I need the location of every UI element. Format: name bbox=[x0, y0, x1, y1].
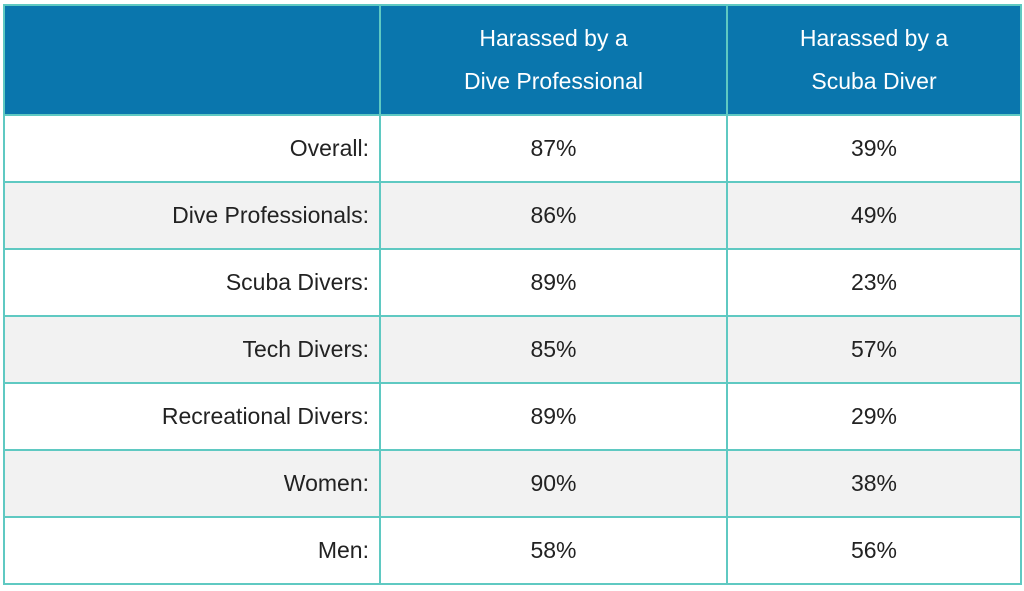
dive-professional-value-cell: 58% bbox=[379, 516, 728, 585]
table-row: Tech Divers: 85% 57% bbox=[3, 315, 1022, 384]
row-label-cell: Dive Professionals: bbox=[3, 181, 381, 250]
dive-professional-value-cell: 89% bbox=[379, 248, 728, 317]
scuba-diver-value-cell: 29% bbox=[726, 382, 1022, 451]
table-row: Dive Professionals: 86% 49% bbox=[3, 181, 1022, 250]
scuba-diver-value-cell: 38% bbox=[726, 449, 1022, 518]
table-row: Scuba Divers: 89% 23% bbox=[3, 248, 1022, 317]
harassment-survey-table: Harassed by a Dive Professional Harassed… bbox=[3, 4, 1022, 585]
row-label-cell: Overall: bbox=[3, 114, 381, 183]
scuba-diver-value-cell: 56% bbox=[726, 516, 1022, 585]
table-header-row: Harassed by a Dive Professional Harassed… bbox=[3, 4, 1022, 116]
header-line: Dive Professional bbox=[464, 68, 643, 94]
dive-professional-value-cell: 90% bbox=[379, 449, 728, 518]
header-line: Harassed by a bbox=[479, 25, 628, 51]
header-cell-dive-professional: Harassed by a Dive Professional bbox=[379, 4, 728, 116]
scuba-diver-value-cell: 39% bbox=[726, 114, 1022, 183]
row-label-cell: Scuba Divers: bbox=[3, 248, 381, 317]
table-row: Women: 90% 38% bbox=[3, 449, 1022, 518]
dive-professional-value-cell: 86% bbox=[379, 181, 728, 250]
header-line: Scuba Diver bbox=[811, 68, 937, 94]
dive-professional-value-cell: 87% bbox=[379, 114, 728, 183]
header-line: Harassed by a bbox=[799, 25, 949, 51]
dive-professional-value-cell: 89% bbox=[379, 382, 728, 451]
table-row: Overall: 87% 39% bbox=[3, 114, 1022, 183]
header-cell-empty bbox=[3, 4, 381, 116]
table-row: Recreational Divers: 89% 29% bbox=[3, 382, 1022, 451]
table-row: Men: 58% 56% bbox=[3, 516, 1022, 585]
row-label-cell: Tech Divers: bbox=[3, 315, 381, 384]
survey-table-container: Harassed by a Dive Professional Harassed… bbox=[3, 4, 1022, 585]
row-label-cell: Men: bbox=[3, 516, 381, 585]
scuba-diver-value-cell: 57% bbox=[726, 315, 1022, 384]
row-label-cell: Women: bbox=[3, 449, 381, 518]
dive-professional-value-cell: 85% bbox=[379, 315, 728, 384]
header-cell-scuba-diver: Harassed by a Scuba Diver bbox=[726, 4, 1022, 116]
scuba-diver-value-cell: 49% bbox=[726, 181, 1022, 250]
scuba-diver-value-cell: 23% bbox=[726, 248, 1022, 317]
row-label-cell: Recreational Divers: bbox=[3, 382, 381, 451]
table-body: Overall: 87% 39% Dive Professionals: 86% 49% S… bbox=[3, 114, 1022, 585]
